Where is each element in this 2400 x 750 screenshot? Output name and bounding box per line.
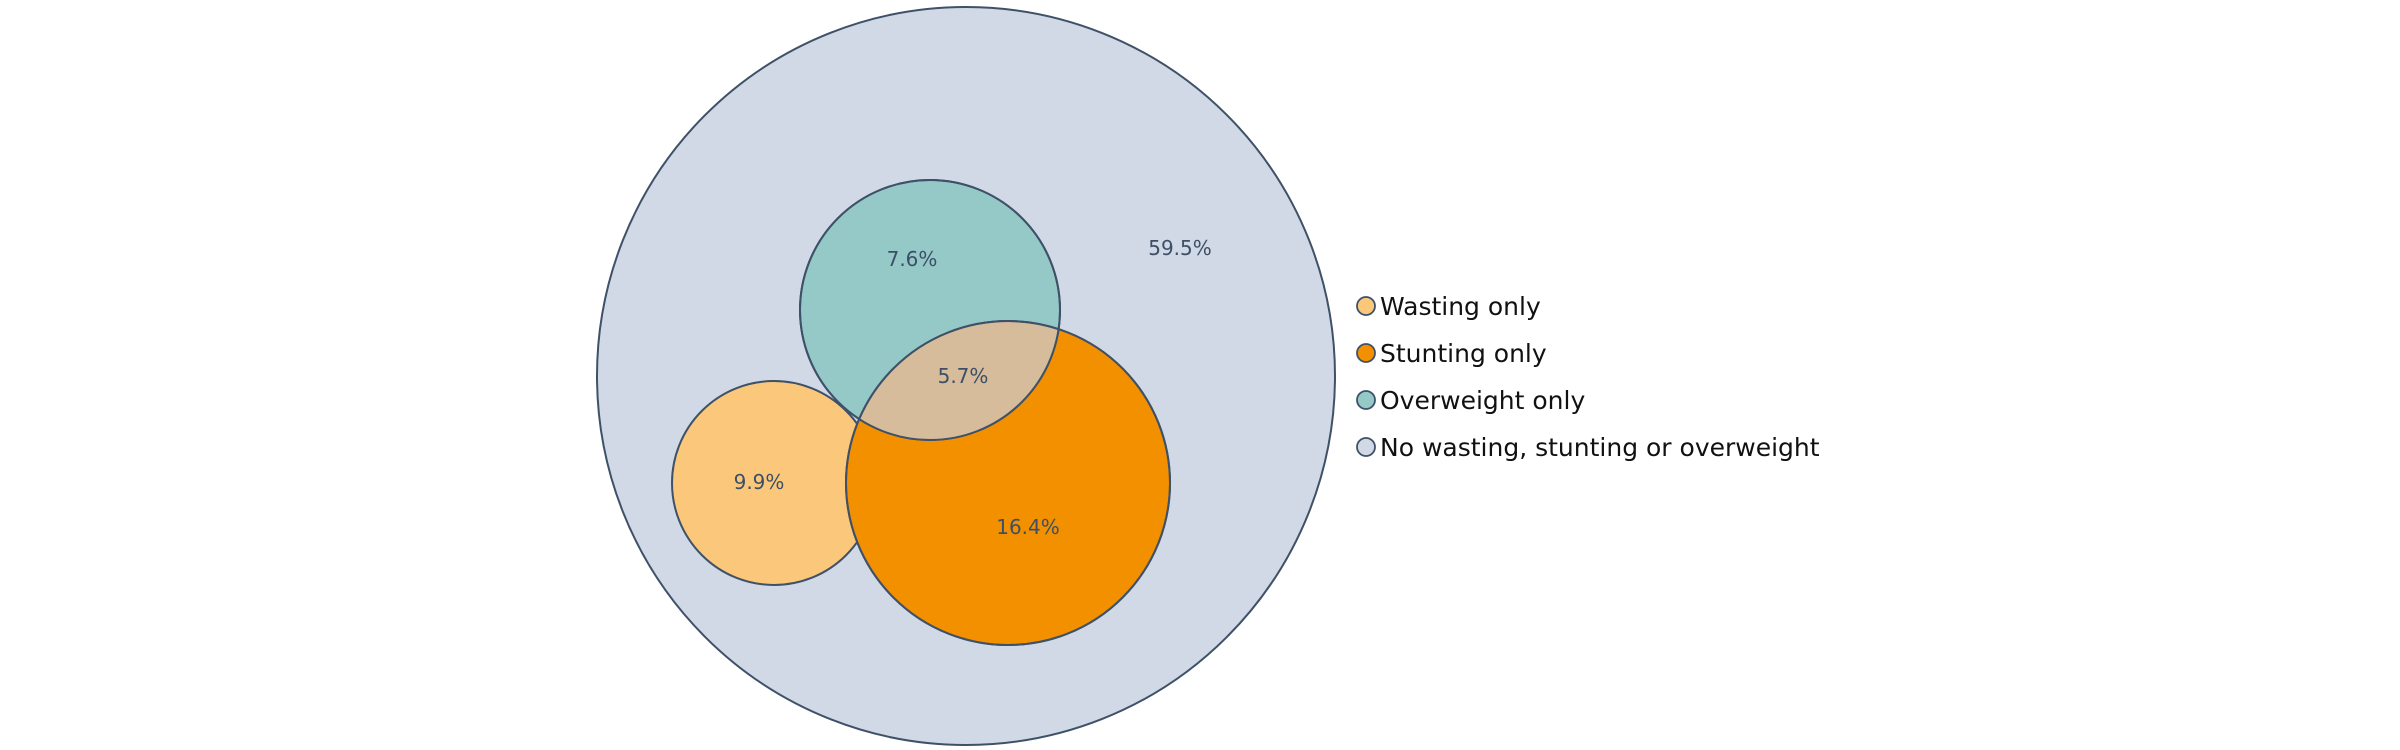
overweight-outline (799, 179, 1061, 441)
stunting-outline (845, 320, 1171, 646)
legend-item-none: No wasting, stunting or overweight (1356, 433, 1820, 462)
legend-item-wasting: Wasting only (1356, 292, 1541, 321)
legend-swatch-overweight (1356, 390, 1376, 410)
legend-label-overweight: Overweight only (1380, 386, 1585, 415)
no-condition-value-label: 59.5% (1148, 236, 1212, 260)
overweight-value-label: 7.6% (887, 247, 938, 271)
legend-swatch-stunting (1356, 343, 1376, 363)
wasting-value-label: 9.9% (734, 470, 785, 494)
legend-item-overweight: Overweight only (1356, 386, 1585, 415)
stunting-value-label: 16.4% (996, 515, 1060, 539)
legend-swatch-none (1356, 437, 1376, 457)
legend-swatch-wasting (1356, 296, 1376, 316)
legend: Wasting only Stunting only Overweight on… (1356, 292, 1820, 462)
legend-label-stunting: Stunting only (1380, 339, 1547, 368)
legend-label-none: No wasting, stunting or overweight (1380, 433, 1820, 462)
overlap-value-label: 5.7% (938, 364, 989, 388)
legend-item-stunting: Stunting only (1356, 339, 1547, 368)
legend-label-wasting: Wasting only (1380, 292, 1541, 321)
